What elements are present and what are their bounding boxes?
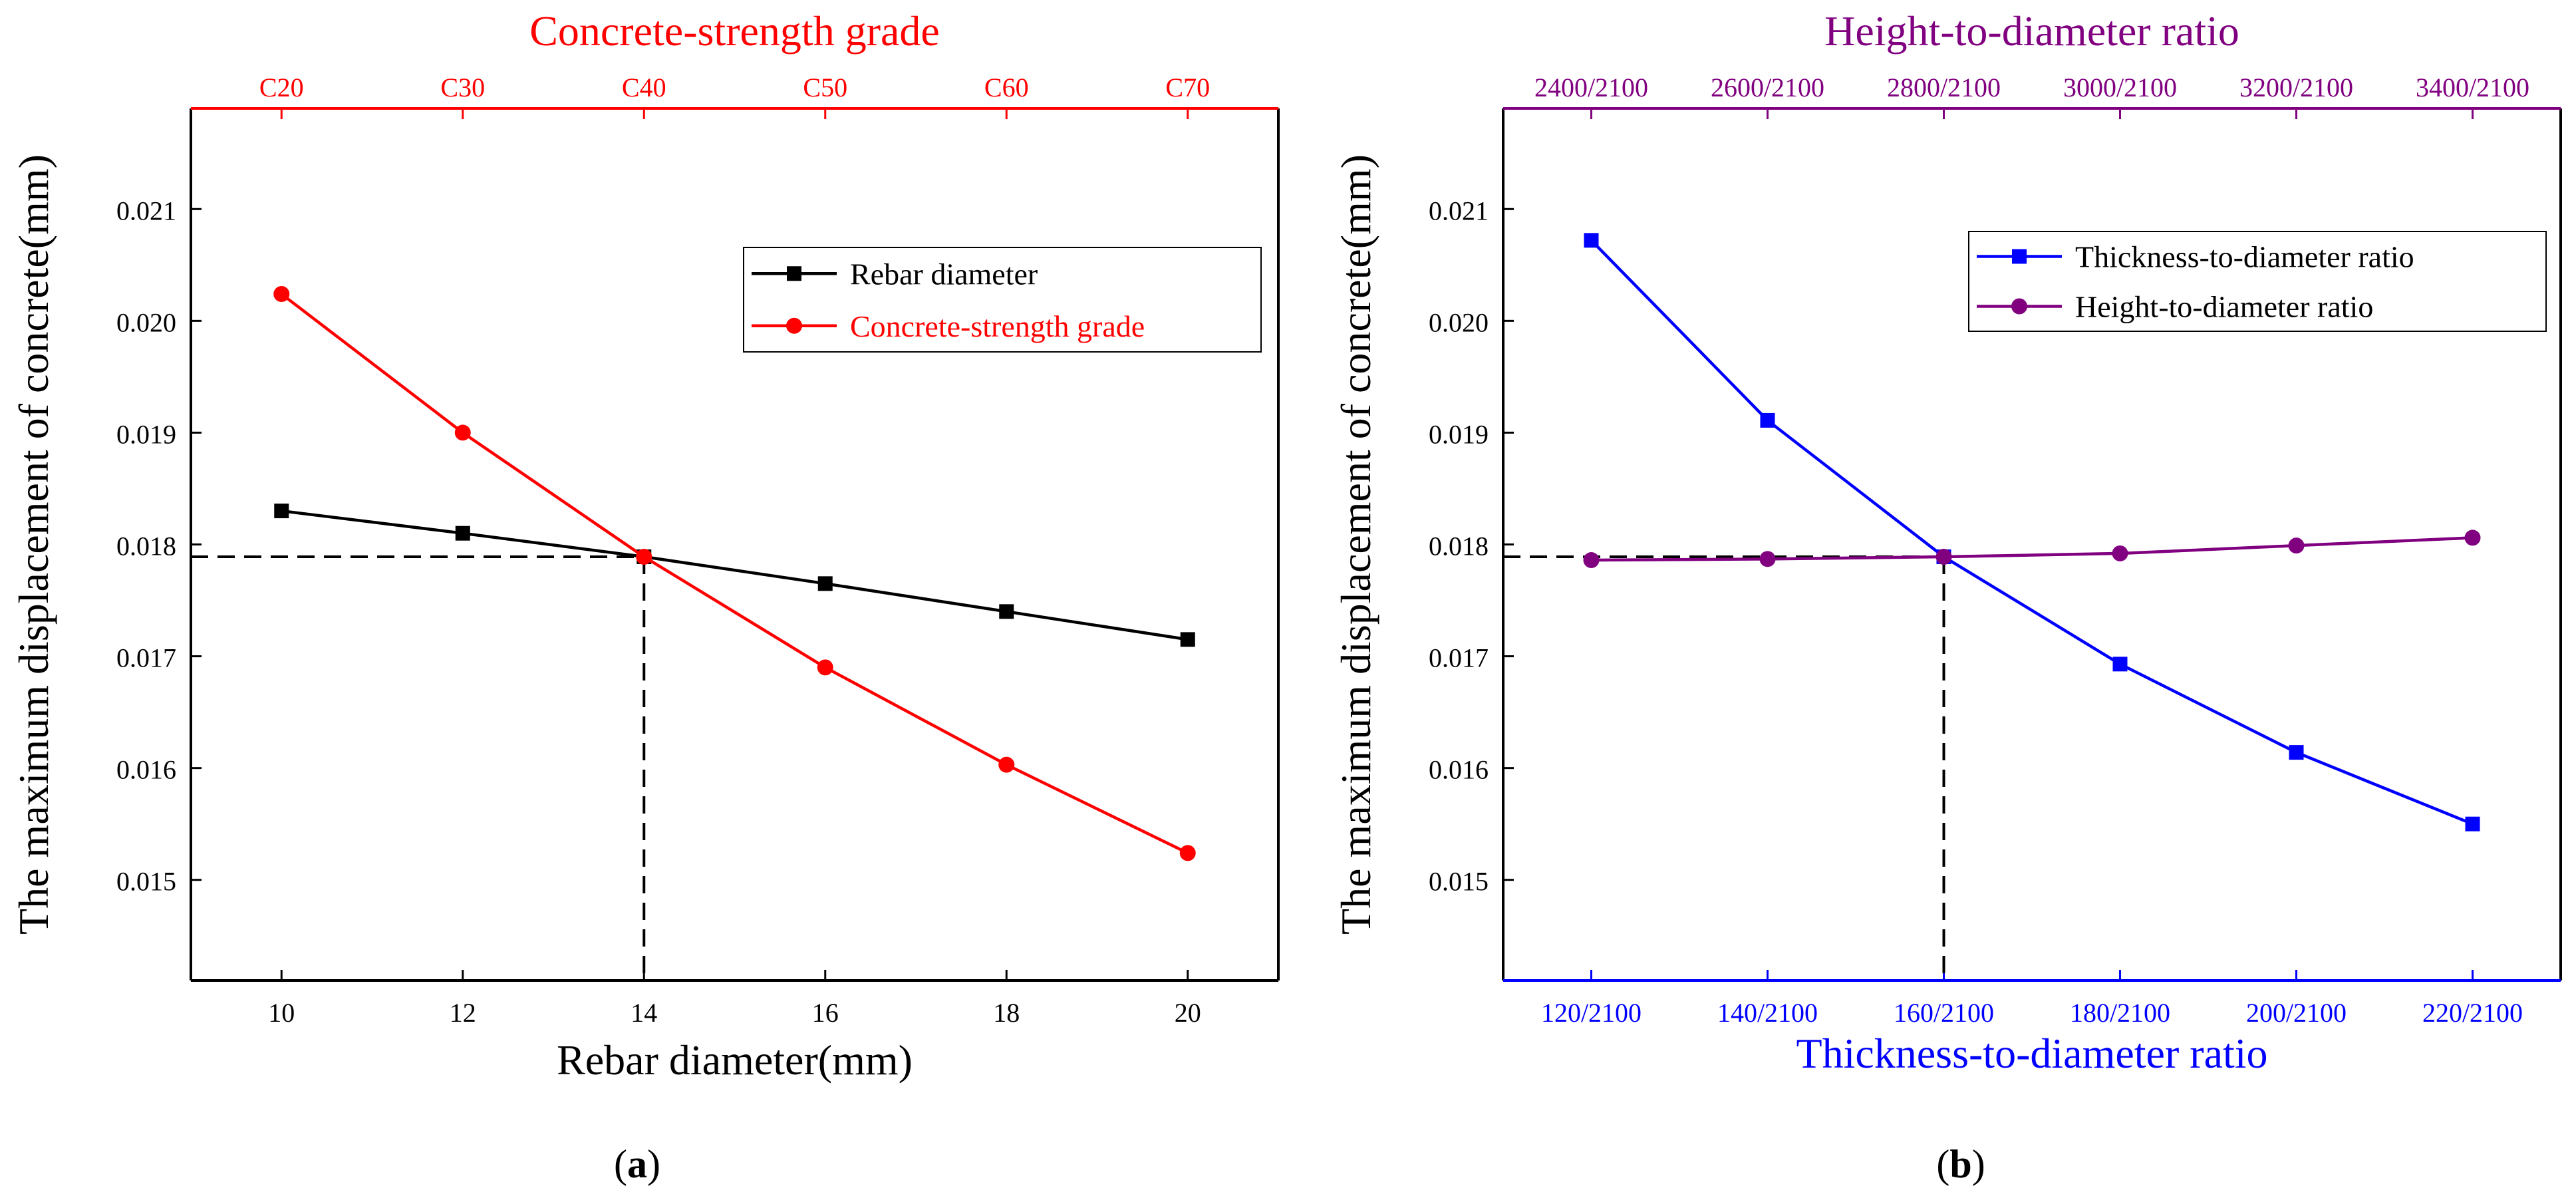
x-bottom-tick-label: 200/2100 xyxy=(2246,998,2347,1028)
legend-swatch-marker xyxy=(2011,298,2027,315)
legend-swatch-marker xyxy=(787,266,801,281)
panel-b: 0.015 0.016 0.017 0.018 0.019 0.020 0.021 120/2… xyxy=(1332,7,2562,1186)
x-bottom-tick-label: 20 xyxy=(1175,998,1201,1028)
y-tick-label: 0.015 xyxy=(116,867,176,897)
data-point xyxy=(454,424,471,441)
data-point xyxy=(1584,233,1599,248)
legend-label: Concrete-strength grade xyxy=(850,309,1145,343)
data-point xyxy=(1760,412,1775,428)
data-point xyxy=(1759,551,1776,567)
data-point xyxy=(1583,552,1600,569)
data-point xyxy=(998,756,1015,773)
data-point xyxy=(2464,529,2481,546)
x-bottom-axis-label: Rebar diameter(mm) xyxy=(557,1036,913,1084)
legend-swatch-marker xyxy=(786,317,802,334)
series-line-thickness-to-diameter-ratio xyxy=(1590,239,2474,826)
x-bottom-tick-label: 18 xyxy=(993,998,1020,1028)
y-tick-label: 0.019 xyxy=(1429,419,1489,449)
x-top-tick-label: C70 xyxy=(1165,73,1210,102)
x-top-axis-label: Height-to-diameter ratio xyxy=(1824,7,2239,55)
y-tick-label: 0.021 xyxy=(1429,196,1489,226)
data-point xyxy=(455,526,470,541)
x-bottom-tick-label: 140/2100 xyxy=(1717,998,1818,1028)
y-tick-label: 0.017 xyxy=(1429,643,1489,673)
x-top-tick-label: C40 xyxy=(622,73,666,102)
y-tick-label: 0.020 xyxy=(1429,307,1489,337)
data-point xyxy=(273,286,290,303)
data-point xyxy=(999,604,1014,619)
x-top-tick-label: 2800/2100 xyxy=(1887,73,2001,102)
y-tick-label: 0.018 xyxy=(1429,531,1489,561)
data-point xyxy=(274,504,289,519)
x-bottom-tick-label: 180/2100 xyxy=(2070,998,2170,1028)
data-point xyxy=(2112,545,2128,561)
x-bottom-tick-label: 120/2100 xyxy=(1541,998,1642,1028)
x-top-tick-label: 3000/2100 xyxy=(2063,73,2177,102)
legend-label: Thickness-to-diameter ratio xyxy=(2075,240,2414,274)
x-top-tick-label: C60 xyxy=(984,73,1029,102)
legend: Thickness-to-diameter ratio Height-to-dia… xyxy=(1968,231,2547,332)
panel-a: 0.015 0.016 0.017 0.018 0.019 0.020 0.021 10 12 1… xyxy=(10,7,1280,1186)
series-line-height-to-diameter-ratio xyxy=(1591,536,2473,562)
series-line-rebar-diameter xyxy=(281,509,1189,641)
y-tick-label: 0.016 xyxy=(1429,755,1489,785)
y-axis-label: The maximum displacement of concrete(mm) xyxy=(1332,154,1379,935)
legend: Rebar diameter Concrete-strength grade xyxy=(743,247,1262,353)
x-top-tick-label: C50 xyxy=(803,73,847,102)
y-tick-label: 0.018 xyxy=(116,531,176,561)
x-top-tick-label: C30 xyxy=(440,73,485,102)
data-point xyxy=(636,548,652,565)
x-bottom-tick-label: 160/2100 xyxy=(1894,998,1994,1028)
x-top-tick-label: 2400/2100 xyxy=(1534,73,1648,102)
x-bottom-tick-label: 220/2100 xyxy=(2422,998,2523,1028)
y-tick-label: 0.016 xyxy=(116,755,176,785)
data-point xyxy=(2112,657,2128,672)
y-tick-label: 0.019 xyxy=(116,419,176,449)
y-axis-label: The maximum displacement of concrete(mm) xyxy=(10,154,57,935)
legend-label: Rebar diameter xyxy=(850,257,1038,291)
x-top-tick-label: 2600/2100 xyxy=(1711,73,1824,102)
data-point xyxy=(1935,548,1952,565)
x-top-tick-label: 3200/2100 xyxy=(2239,73,2353,102)
x-top-axis-label: Concrete-strength grade xyxy=(529,7,940,55)
data-point xyxy=(2289,745,2304,760)
legend-swatch-marker xyxy=(2012,249,2027,264)
y-tick-label: 0.017 xyxy=(116,643,176,673)
x-bottom-axis-label: Thickness-to-diameter ratio xyxy=(1796,1030,2267,1077)
panel-label: (b) xyxy=(1936,1142,1985,1186)
data-point xyxy=(1179,845,1196,861)
x-bottom-tick-label: 14 xyxy=(631,998,657,1028)
legend-label: Height-to-diameter ratio xyxy=(2075,290,2373,324)
data-point xyxy=(2288,537,2305,554)
x-bottom-tick-label: 12 xyxy=(450,998,476,1028)
y-tick-label: 0.020 xyxy=(116,307,176,337)
data-point xyxy=(817,576,833,591)
legend-box xyxy=(743,247,1262,353)
data-point xyxy=(1180,632,1195,647)
panel-label: (a) xyxy=(614,1142,660,1186)
y-tick-label: 0.015 xyxy=(1429,867,1489,897)
x-top-tick-label: 3400/2100 xyxy=(2416,73,2529,102)
x-bottom-tick-label: 16 xyxy=(812,998,839,1028)
x-bottom-tick-label: 10 xyxy=(268,998,295,1028)
data-point xyxy=(817,659,833,676)
y-tick-label: 0.021 xyxy=(116,196,176,226)
data-point xyxy=(2465,816,2480,831)
x-top-tick-label: C20 xyxy=(259,73,304,102)
legend-box xyxy=(1968,231,2547,332)
series-line-concrete-strength-grade xyxy=(280,293,1189,855)
